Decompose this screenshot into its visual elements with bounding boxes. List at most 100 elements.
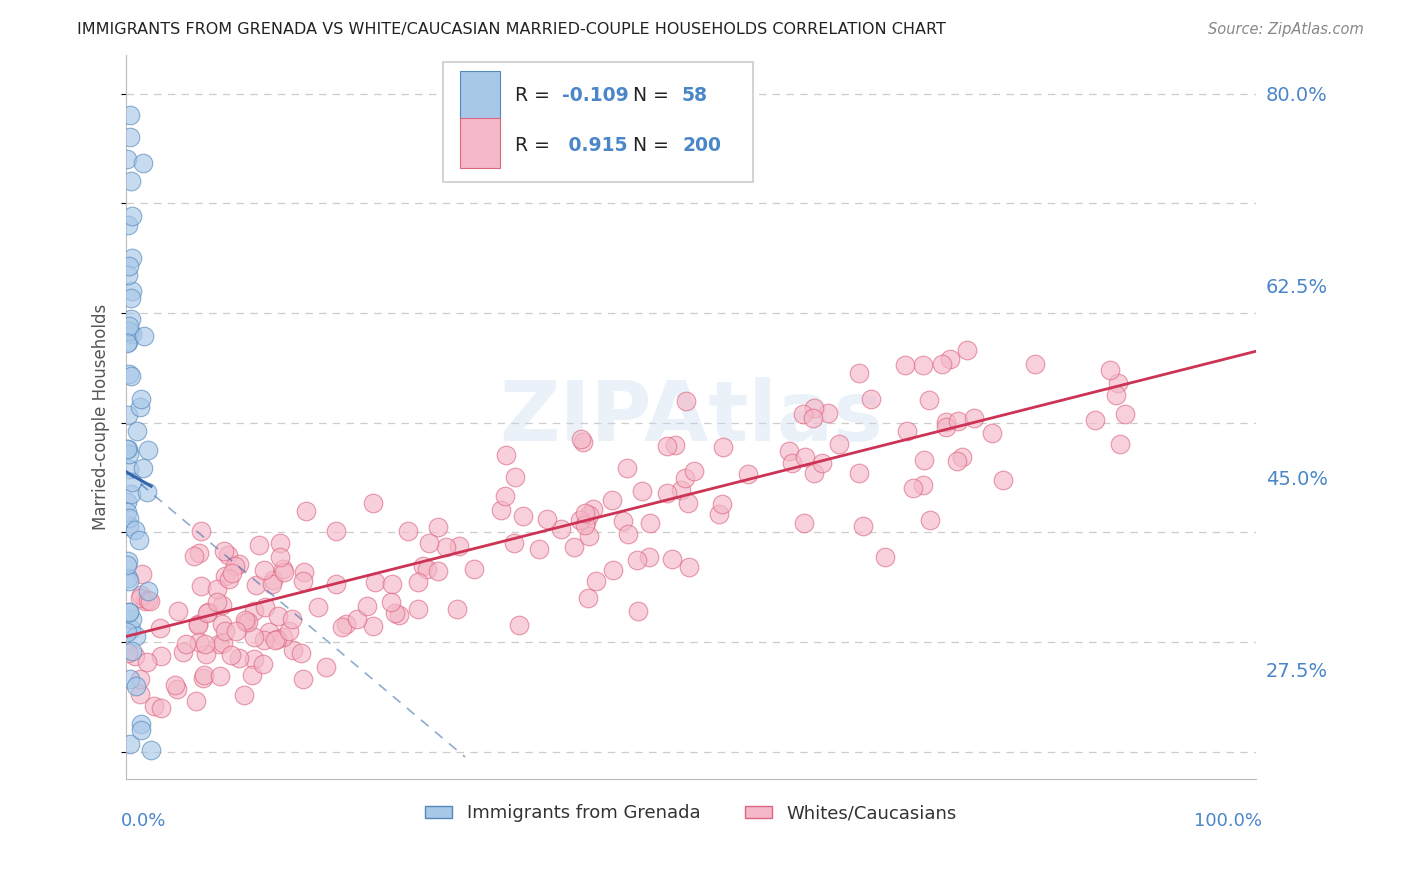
Point	[120, 622, 142, 636]
Point	[273, 566, 295, 580]
Point	[242, 630, 264, 644]
Point	[950, 450, 973, 465]
Point	[463, 562, 485, 576]
Point	[120, 368, 142, 383]
Point	[124, 523, 146, 537]
Point	[427, 519, 450, 533]
Point	[217, 548, 239, 562]
Point	[245, 577, 267, 591]
Point	[118, 737, 141, 751]
Point	[118, 259, 141, 273]
Point	[946, 454, 969, 468]
Point	[205, 595, 228, 609]
Point	[128, 687, 150, 701]
Point	[125, 629, 148, 643]
Point	[132, 156, 155, 170]
Point	[174, 636, 197, 650]
Point	[129, 672, 152, 686]
Point	[291, 574, 314, 588]
Point	[187, 546, 209, 560]
Point	[242, 604, 264, 618]
Point	[793, 516, 815, 531]
Point	[115, 558, 138, 573]
Point	[134, 329, 156, 343]
Point	[129, 723, 152, 737]
Point	[118, 574, 141, 589]
Point	[582, 502, 605, 516]
Point	[578, 528, 600, 542]
Point	[252, 657, 274, 671]
Point	[233, 688, 256, 702]
Point	[527, 541, 550, 556]
Point	[273, 630, 295, 644]
Point	[508, 617, 530, 632]
Point	[233, 613, 256, 627]
Point	[935, 416, 957, 430]
Point	[129, 400, 152, 414]
Point	[115, 494, 138, 508]
Point	[585, 574, 607, 589]
Point	[848, 466, 870, 480]
Point	[631, 484, 654, 499]
Point	[121, 475, 143, 489]
Point	[673, 471, 696, 485]
Point	[801, 410, 824, 425]
Point	[236, 615, 259, 629]
Point	[136, 485, 159, 500]
Point	[418, 536, 440, 550]
Point	[939, 351, 962, 366]
Point	[118, 510, 141, 524]
Point	[406, 602, 429, 616]
Point	[627, 604, 650, 618]
Point	[436, 541, 458, 555]
Point	[956, 343, 979, 358]
Point	[1114, 407, 1136, 421]
Point	[120, 174, 142, 188]
Point	[810, 456, 832, 470]
Point	[266, 632, 288, 646]
Point	[710, 498, 733, 512]
Point	[193, 667, 215, 681]
Point	[117, 408, 139, 422]
Point	[803, 466, 825, 480]
Point	[792, 408, 814, 422]
Point	[578, 591, 600, 606]
Legend: Immigrants from Grenada, Whites/Caucasians: Immigrants from Grenada, Whites/Caucasia…	[418, 797, 965, 830]
Point	[121, 612, 143, 626]
Point	[675, 393, 697, 408]
FancyBboxPatch shape	[443, 62, 754, 182]
Point	[828, 437, 851, 451]
Point	[247, 538, 270, 552]
Point	[183, 549, 205, 563]
Point	[184, 693, 207, 707]
Point	[190, 524, 212, 539]
Point	[172, 645, 194, 659]
Point	[117, 218, 139, 232]
Point	[118, 108, 141, 122]
Point	[562, 540, 585, 554]
Point	[118, 367, 141, 381]
Point	[569, 433, 592, 447]
Point	[852, 519, 875, 533]
Point	[363, 618, 385, 632]
Point	[427, 564, 450, 578]
Point	[778, 444, 800, 458]
Point	[412, 559, 434, 574]
Point	[901, 481, 924, 495]
Text: N =: N =	[634, 87, 675, 105]
Text: IMMIGRANTS FROM GRENADA VS WHITE/CAUCASIAN MARRIED-COUPLE HOUSEHOLDS CORRELATION: IMMIGRANTS FROM GRENADA VS WHITE/CAUCASI…	[77, 22, 946, 37]
Point	[335, 616, 357, 631]
Point	[803, 401, 825, 415]
Point	[134, 594, 156, 608]
Point	[211, 598, 233, 612]
Point	[139, 594, 162, 608]
Point	[292, 566, 315, 580]
Point	[117, 572, 139, 586]
Point	[294, 504, 316, 518]
Point	[136, 442, 159, 457]
Point	[273, 561, 295, 575]
Point	[267, 609, 290, 624]
Point	[617, 527, 640, 541]
Point	[676, 495, 699, 509]
Point	[780, 457, 803, 471]
